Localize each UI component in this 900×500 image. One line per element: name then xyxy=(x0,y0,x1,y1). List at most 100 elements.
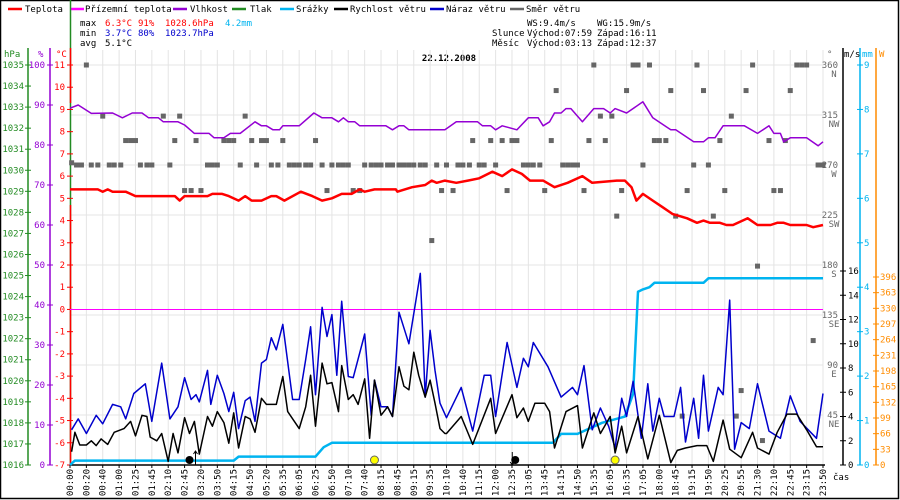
stat-label: min xyxy=(80,29,96,39)
wind-direction-point xyxy=(268,162,274,168)
x-tick-label: 05:35 xyxy=(279,469,289,496)
precip-tick-label: 2 xyxy=(864,372,869,382)
wind-direction-point xyxy=(514,138,520,144)
wind-direction-point xyxy=(182,188,188,194)
solar-tick-label: 33 xyxy=(880,445,891,455)
wind-direction-point xyxy=(759,438,765,444)
wind-direction-point xyxy=(149,162,155,168)
wind-direction-point xyxy=(640,162,646,168)
precip-tick-label: 7 xyxy=(864,150,869,160)
wind-direction-point xyxy=(263,138,269,144)
wind-direction-point xyxy=(455,162,461,168)
humidity-tick-label: 20 xyxy=(34,381,45,391)
temperature-tick-label: -3 xyxy=(54,372,65,382)
pressure-tick-label: 1033 xyxy=(2,103,24,113)
temperature-tick-label: 2 xyxy=(60,261,65,271)
temperature-tick-label: -4 xyxy=(54,394,65,404)
wind-direction-point xyxy=(722,188,728,194)
wind-direction-point xyxy=(259,138,265,144)
wind-direction-point xyxy=(389,162,395,168)
wind-direction-point xyxy=(401,162,407,168)
x-tick-label: 04:50 xyxy=(246,469,256,496)
x-tick-label: 22:45 xyxy=(786,469,796,496)
wind-direction-point xyxy=(691,162,697,168)
temperature-tick-label: -1 xyxy=(54,328,65,338)
wind-direction-point xyxy=(177,113,183,119)
x-tick-label: 03:50 xyxy=(213,469,223,496)
solar-tick-label: 165 xyxy=(880,383,896,393)
direction-tick-label: 90 xyxy=(827,361,838,371)
humidity-tick-label: 0 xyxy=(40,461,45,471)
x-tick-label: 13:45 xyxy=(541,469,551,496)
solar-tick-label: 231 xyxy=(880,351,896,361)
solar-tick-label: 99 xyxy=(880,414,891,424)
x-tick-label: 00:00 xyxy=(66,469,76,496)
temperature-tick-label: 1 xyxy=(60,283,65,293)
wind-direction-point xyxy=(378,162,384,168)
x-tick-label: 07:40 xyxy=(361,469,371,496)
temperature-axis-unit: °C xyxy=(56,50,67,60)
wind-direction-point xyxy=(214,162,220,168)
pressure-tick-label: 1034 xyxy=(2,82,24,92)
temperature-tick-label: -5 xyxy=(54,417,65,427)
stat-min-pressure: 1023.7hPa xyxy=(165,29,214,39)
legend-label: Rychlost větru xyxy=(350,5,426,15)
direction-compass-label: NE xyxy=(829,420,840,430)
wind-tick-label: 12 xyxy=(848,316,859,326)
precipitation-line xyxy=(69,277,823,466)
humidity-tick-label: 10 xyxy=(34,421,45,431)
x-tick-label: 15:35 xyxy=(590,469,600,496)
x-tick-label: 06:05 xyxy=(295,469,305,496)
humidity-tick-label: 70 xyxy=(34,181,45,191)
precip-tick-label: 0 xyxy=(864,461,869,471)
wind-direction-point xyxy=(804,62,810,68)
wind-direction-point xyxy=(630,62,636,68)
wind-direction-point xyxy=(493,162,499,168)
wind-direction-point xyxy=(198,188,204,194)
humidity-tick-label: 90 xyxy=(34,101,45,111)
legend-label: Vlhkost xyxy=(190,5,228,15)
wind-direction-point xyxy=(188,188,194,194)
wind-direction-point xyxy=(794,62,800,68)
pressure-tick-label: 1016 xyxy=(2,461,24,471)
wind-direction-point xyxy=(434,162,440,168)
solar-tick-label: 297 xyxy=(880,320,896,330)
humidity-tick-label: 100 xyxy=(29,61,45,71)
wind-direction-point xyxy=(476,162,482,168)
wind-direction-point xyxy=(373,162,379,168)
wind-direction-point xyxy=(787,88,793,94)
stat-max-humidity: 91% xyxy=(138,19,155,29)
wind-direction-point xyxy=(385,162,391,168)
direction-tick-label: 270 xyxy=(822,161,838,171)
set-arrow-icon xyxy=(509,452,515,466)
wind-direction-point xyxy=(570,162,576,168)
temperature-tick-label: 4 xyxy=(60,217,65,227)
wind-direction-point xyxy=(560,162,566,168)
wind-direction-point xyxy=(581,188,587,194)
pressure-tick-label: 1029 xyxy=(2,187,24,197)
wind-direction-point xyxy=(74,162,80,168)
x-tick-label: 10:10 xyxy=(443,469,453,496)
wind-direction-point xyxy=(95,162,101,168)
wind-direction-point xyxy=(303,162,309,168)
wind-direction-point xyxy=(766,138,772,144)
x-tick-label: 01:25 xyxy=(131,469,141,496)
wind-direction-point xyxy=(324,188,330,194)
x-tick-label: 11:15 xyxy=(475,469,485,496)
info-sunrise: Východ:07:59 xyxy=(527,29,592,39)
direction-tick-label: 360 xyxy=(822,61,838,71)
stat-max-precip: 4.2mm xyxy=(225,19,252,29)
x-tick-label: 14:15 xyxy=(557,469,567,496)
wind-direction-point xyxy=(439,188,445,194)
temperature-tick-label: 3 xyxy=(60,239,65,249)
precip-tick-label: 6 xyxy=(864,194,869,204)
x-tick-label: 20:25 xyxy=(721,469,731,496)
precip-axis-unit: mm xyxy=(862,50,873,60)
pressure-tick-label: 1031 xyxy=(2,145,24,155)
wind-direction-point xyxy=(100,113,106,119)
wind-direction-point xyxy=(422,162,428,168)
temperature-tick-label: 9 xyxy=(60,105,65,115)
direction-compass-label: W xyxy=(831,170,837,180)
solar-tick-label: 132 xyxy=(880,398,896,408)
x-tick-label: 09:15 xyxy=(410,469,420,496)
